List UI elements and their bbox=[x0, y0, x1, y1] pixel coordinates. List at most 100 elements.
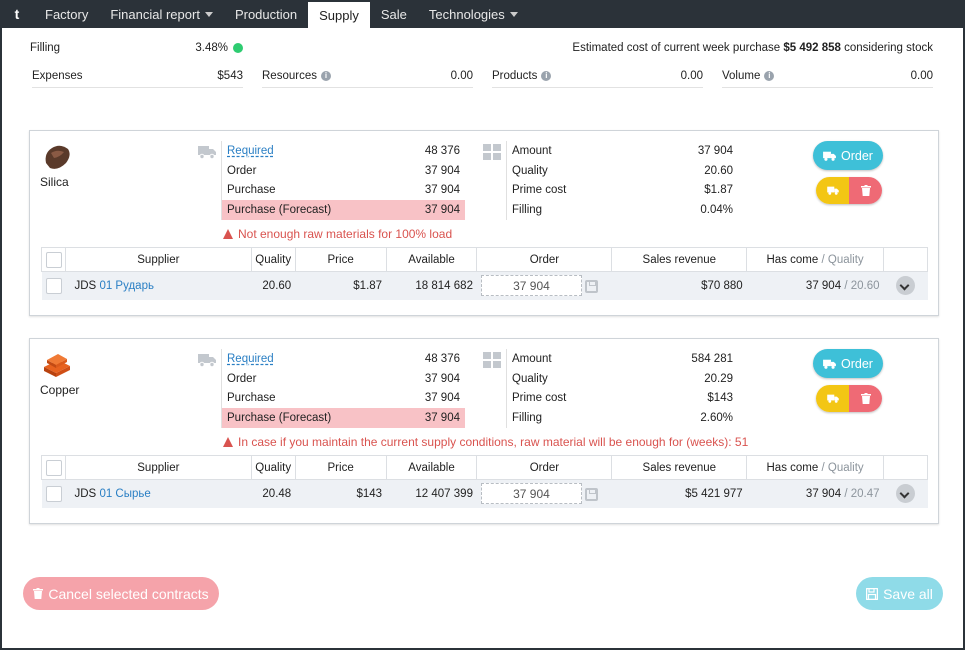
warning-message: In case if you maintain the current supp… bbox=[223, 435, 748, 449]
sales-revenue-header[interactable]: Sales revenue bbox=[611, 455, 748, 480]
chevron-down-icon[interactable] bbox=[895, 484, 915, 504]
supplier-link[interactable]: 01 Сырье bbox=[99, 487, 151, 500]
order-row: Order 37 904 bbox=[222, 161, 465, 181]
products-summary: Products i 0.00 bbox=[492, 64, 703, 88]
row-checkbox[interactable] bbox=[45, 277, 62, 294]
tab-supply[interactable]: Supply bbox=[308, 2, 370, 28]
purchase-label: Purchase bbox=[227, 392, 276, 405]
sales-revenue-cell: $70 880 bbox=[611, 271, 747, 300]
has-come-cell: 37 904 / 20.60 bbox=[746, 271, 884, 300]
forecast-label: Purchase (Forecast) bbox=[227, 203, 332, 216]
has-come-header[interactable]: Has come / Quality bbox=[746, 247, 884, 272]
tab-technologies[interactable]: Technologies bbox=[418, 0, 529, 28]
order-header[interactable]: Order bbox=[476, 247, 613, 272]
quality-value: 20.60 bbox=[704, 164, 733, 177]
required-link[interactable]: Required bbox=[227, 144, 274, 157]
row-checkbox[interactable] bbox=[45, 485, 62, 502]
quality-label: Quality bbox=[512, 372, 548, 385]
delete-button[interactable] bbox=[849, 385, 882, 412]
filling-value: 3.48% bbox=[195, 42, 243, 54]
price-header[interactable]: Price bbox=[294, 247, 387, 272]
tab-financial-report[interactable]: Financial report bbox=[99, 0, 224, 28]
trash-icon bbox=[33, 588, 44, 599]
chevron-down-icon[interactable] bbox=[895, 276, 915, 296]
select-all-header bbox=[41, 455, 66, 480]
tab-sale[interactable]: Sale bbox=[370, 0, 418, 28]
warehouse-grid-icon bbox=[483, 144, 501, 160]
supply-page: Filling 3.48% Estimated cost of current … bbox=[2, 28, 963, 648]
row-select-cell bbox=[41, 271, 66, 300]
truck-icon bbox=[823, 359, 836, 369]
delete-button[interactable] bbox=[849, 177, 882, 204]
price-header[interactable]: Price bbox=[294, 455, 387, 480]
material-card-silica: Silica Required 48 376 Order 37 904 Purcha… bbox=[29, 130, 939, 316]
tab-factory[interactable]: Factory bbox=[34, 0, 99, 28]
purchase-row: Purchase 37 904 bbox=[222, 180, 465, 200]
quality-header[interactable]: Quality bbox=[250, 247, 296, 272]
info-icon[interactable]: i bbox=[541, 70, 552, 81]
quality-row: Quality 20.29 bbox=[507, 369, 738, 389]
order-value: 37 904 bbox=[424, 164, 460, 177]
order-quantity-input[interactable] bbox=[480, 483, 582, 505]
prime-cost-row: Prime cost $1.87 bbox=[507, 180, 738, 200]
required-link[interactable]: Required bbox=[227, 352, 274, 365]
has-come-cell: 37 904 / 20.47 bbox=[746, 479, 884, 508]
prime-cost-label: Prime cost bbox=[512, 184, 567, 197]
select-all-checkbox[interactable] bbox=[45, 251, 62, 268]
order-button-label: Order bbox=[841, 356, 873, 371]
supplier-link[interactable]: 01 Рударь bbox=[99, 279, 154, 292]
tab-label: Production bbox=[234, 6, 298, 22]
required-row: Required 48 376 bbox=[222, 141, 465, 161]
order-row: Order 37 904 bbox=[222, 369, 465, 389]
save-icon bbox=[866, 587, 879, 600]
ship-button[interactable] bbox=[816, 385, 849, 412]
order-value: 37 904 bbox=[424, 372, 460, 385]
sales-revenue-header[interactable]: Sales revenue bbox=[611, 247, 748, 272]
order-label: Order bbox=[227, 164, 257, 177]
save-icon[interactable] bbox=[585, 488, 599, 502]
order-button[interactable]: Order bbox=[813, 141, 883, 170]
supplier-cell: JDS 01 Сырье bbox=[65, 479, 252, 508]
estimated-cost-summary: Estimated cost of current week purchase … bbox=[472, 36, 933, 60]
required-row: Required 48 376 bbox=[222, 349, 465, 369]
quality-header[interactable]: Quality bbox=[250, 455, 296, 480]
has-come-header[interactable]: Has come / Quality bbox=[746, 455, 884, 480]
products-label: Products bbox=[492, 69, 538, 82]
table-row: JDS 01 Рударь 20.60 $1.87 18 814 682 $70… bbox=[41, 271, 928, 300]
quality-label: Quality bbox=[512, 164, 548, 177]
material-name: Copper bbox=[40, 383, 80, 397]
quality-row: Quality 20.60 bbox=[507, 161, 738, 181]
supplier-header[interactable]: Supplier bbox=[65, 247, 252, 272]
info-icon[interactable]: i bbox=[320, 70, 331, 81]
caret-down-icon bbox=[509, 11, 518, 17]
estimated-cost-value: $5 492 858 bbox=[783, 42, 841, 54]
filling-value: 2.60% bbox=[700, 411, 733, 424]
tab-production[interactable]: Production bbox=[224, 0, 308, 28]
supplier-header[interactable]: Supplier bbox=[65, 455, 252, 480]
order-quantity-input[interactable] bbox=[480, 275, 582, 297]
expenses-label: Expenses bbox=[32, 69, 83, 82]
resources-value: 0.00 bbox=[450, 69, 473, 82]
filling-row: Filling 2.60% bbox=[507, 408, 738, 428]
save-all-button[interactable]: Save all bbox=[856, 577, 943, 610]
info-icon[interactable]: i bbox=[764, 70, 775, 81]
sales-revenue-cell: $5 421 977 bbox=[611, 479, 747, 508]
cancel-button-label: Cancel selected contracts bbox=[48, 585, 209, 602]
ship-button[interactable] bbox=[816, 177, 849, 204]
order-header[interactable]: Order bbox=[476, 455, 613, 480]
products-value: 0.00 bbox=[680, 69, 703, 82]
amount-value: 584 281 bbox=[691, 352, 733, 365]
select-all-checkbox[interactable] bbox=[45, 459, 62, 476]
select-all-header bbox=[41, 247, 66, 272]
price-cell: $1.87 bbox=[295, 271, 387, 300]
save-icon[interactable] bbox=[585, 280, 599, 294]
available-header[interactable]: Available bbox=[385, 247, 478, 272]
order-button[interactable]: Order bbox=[813, 349, 883, 378]
available-header[interactable]: Available bbox=[385, 455, 478, 480]
filling-row: Filling 0.04% bbox=[507, 200, 738, 220]
estimated-cost-text: Estimated cost of current week purchase … bbox=[572, 42, 933, 54]
app-logo[interactable]: t bbox=[14, 6, 20, 22]
volume-value: 0.00 bbox=[910, 69, 933, 82]
cancel-selected-contracts-button[interactable]: Cancel selected contracts bbox=[23, 577, 219, 610]
available-cell: 18 814 682 bbox=[386, 271, 477, 300]
